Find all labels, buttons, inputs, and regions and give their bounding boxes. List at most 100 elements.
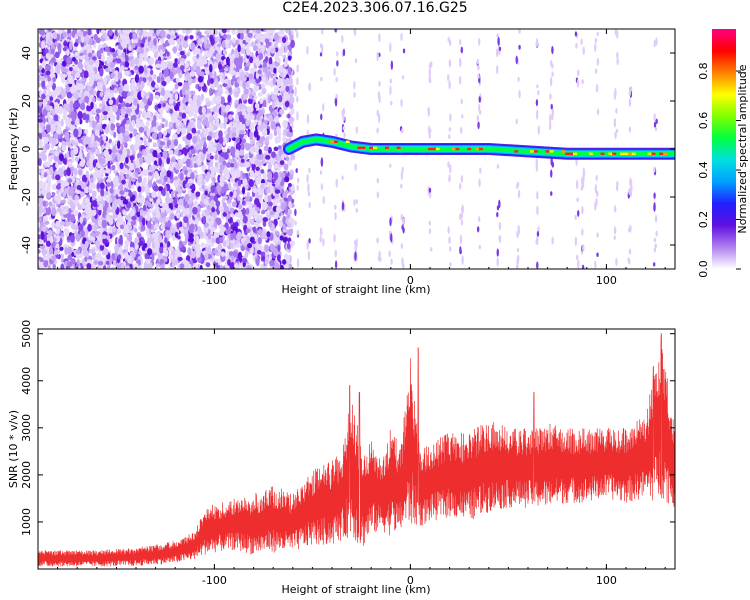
spectrogram-cell: [168, 197, 174, 202]
spectrogram-cell: [99, 157, 106, 165]
spectrogram-cell: [261, 210, 266, 215]
spectrogram-cell: [220, 251, 226, 257]
spectrogram-cell: [90, 176, 94, 183]
spectrogram-cell: [95, 37, 101, 44]
spectrogram-cell: [254, 198, 260, 206]
spectrogram-cell: [179, 172, 184, 181]
spectrogram-cell: [230, 162, 235, 168]
spectrogram-cell: [254, 102, 260, 109]
spectrogram-cell: [59, 246, 64, 251]
spectrogram-cell: [100, 61, 105, 67]
spectrogram-cell: [215, 117, 220, 125]
spectrogram-cell: [284, 100, 290, 108]
spectrogram-cell: [249, 56, 254, 64]
spectrogram-cell: [262, 220, 267, 227]
spectrogram-cell: [90, 101, 94, 110]
spectrogram-cell: [99, 67, 104, 77]
spectrogram-cell: [287, 222, 292, 229]
spectrogram-cell: [255, 207, 260, 212]
spectrogram-cell: [198, 81, 205, 87]
spectrogram-cell: [38, 129, 43, 134]
spectrogram-cell: [261, 83, 266, 89]
spectrogram-cell: [52, 263, 57, 269]
spectrogram-cell: [205, 262, 211, 268]
spectrogram-cell: [88, 248, 95, 254]
spectrogram-cell: [67, 214, 71, 223]
spectrogram-cell: [89, 154, 95, 159]
spectrogram-cell: [86, 262, 92, 269]
spectrogram-cell: [219, 237, 224, 244]
spectrogram-cell: [41, 60, 47, 68]
spectrogram-cell: [289, 240, 295, 247]
spectrogram-cell: [177, 82, 183, 87]
spectrogram-cell: [120, 262, 125, 269]
spectrogram-cell: [112, 104, 118, 113]
spectrogram-cell: [66, 121, 72, 128]
spectrogram-cell: [196, 31, 202, 37]
spectrogram-cell: [63, 67, 69, 73]
spectrogram-cell: [211, 237, 216, 244]
spectrogram-cell: [263, 194, 270, 203]
spectrogram-cell: [60, 118, 64, 127]
spectrogram-cell: [151, 190, 157, 199]
spectrogram-cell: [47, 80, 53, 87]
spectrogram-cell: [159, 246, 164, 254]
spectrogram-cell: [166, 170, 172, 178]
spectrogram-cell: [61, 144, 67, 152]
spectrogram-cell: [190, 148, 196, 155]
spectrogram-cell: [196, 157, 202, 166]
spectrogram-cell: [46, 192, 52, 200]
spectrogram-cell: [223, 33, 227, 39]
spectrogram-cell: [129, 155, 134, 161]
spectrogram-cell: [78, 168, 83, 176]
spectrogram-cell: [143, 30, 148, 38]
spectrogram-cell: [245, 113, 251, 121]
spectrogram-cell: [129, 209, 135, 218]
spectrogram-cell: [235, 39, 239, 46]
spectrogram-cell: [128, 52, 134, 57]
spectrogram-cell: [84, 198, 90, 204]
spectrogram-cell: [127, 224, 133, 231]
spectrogram-cell: [133, 128, 138, 135]
spectrogram-cell: [151, 132, 158, 140]
spectrogram-cell: [290, 39, 295, 48]
spectrogram-cell: [55, 162, 59, 169]
spectrogram-cell: [192, 135, 198, 144]
spectrogram-cell: [195, 65, 201, 75]
spectrogram-cell: [268, 41, 272, 47]
spectrogram-cell: [183, 216, 189, 224]
spectrogram-cell: [86, 64, 92, 71]
spectrogram-cell: [184, 36, 188, 41]
spectrogram-cell: [131, 215, 137, 221]
spectrogram-cell: [201, 194, 205, 200]
spectrogram-cell: [108, 29, 113, 36]
spectrogram-cell: [246, 191, 251, 197]
spectrogram-cell: [193, 113, 198, 119]
spectrogram-cell: [62, 112, 67, 121]
spectrogram-cell: [60, 253, 64, 260]
spectrogram-cell: [119, 162, 124, 170]
spectrogram-cell: [46, 234, 51, 239]
spectrogram-cell: [215, 200, 221, 207]
spectrogram-cell: [104, 46, 110, 53]
spectrogram-cell: [51, 82, 57, 91]
spectrogram-cell: [187, 247, 192, 257]
spectrogram-cell: [257, 92, 263, 97]
spectrogram-cell: [40, 168, 45, 176]
spectrogram-cell: [79, 151, 83, 159]
spectrogram-cell: [260, 35, 266, 43]
spectrogram-cell: [168, 121, 173, 128]
spectrogram-cell: [138, 191, 142, 199]
spectrogram-cell: [207, 238, 211, 244]
spectrogram-cell: [104, 105, 111, 112]
spectrogram-cell: [239, 130, 245, 135]
spectrogram-cell: [181, 157, 187, 163]
spectrogram-cell: [143, 111, 147, 117]
spectrogram-cell: [79, 160, 85, 167]
spectrogram-cell: [274, 262, 281, 269]
spectrogram-cell: [238, 114, 244, 123]
spectrogram-cell: [288, 231, 293, 237]
spectrogram-cell: [43, 136, 50, 144]
spectrogram-cell: [92, 90, 97, 95]
spectrogram-cell: [81, 112, 87, 121]
